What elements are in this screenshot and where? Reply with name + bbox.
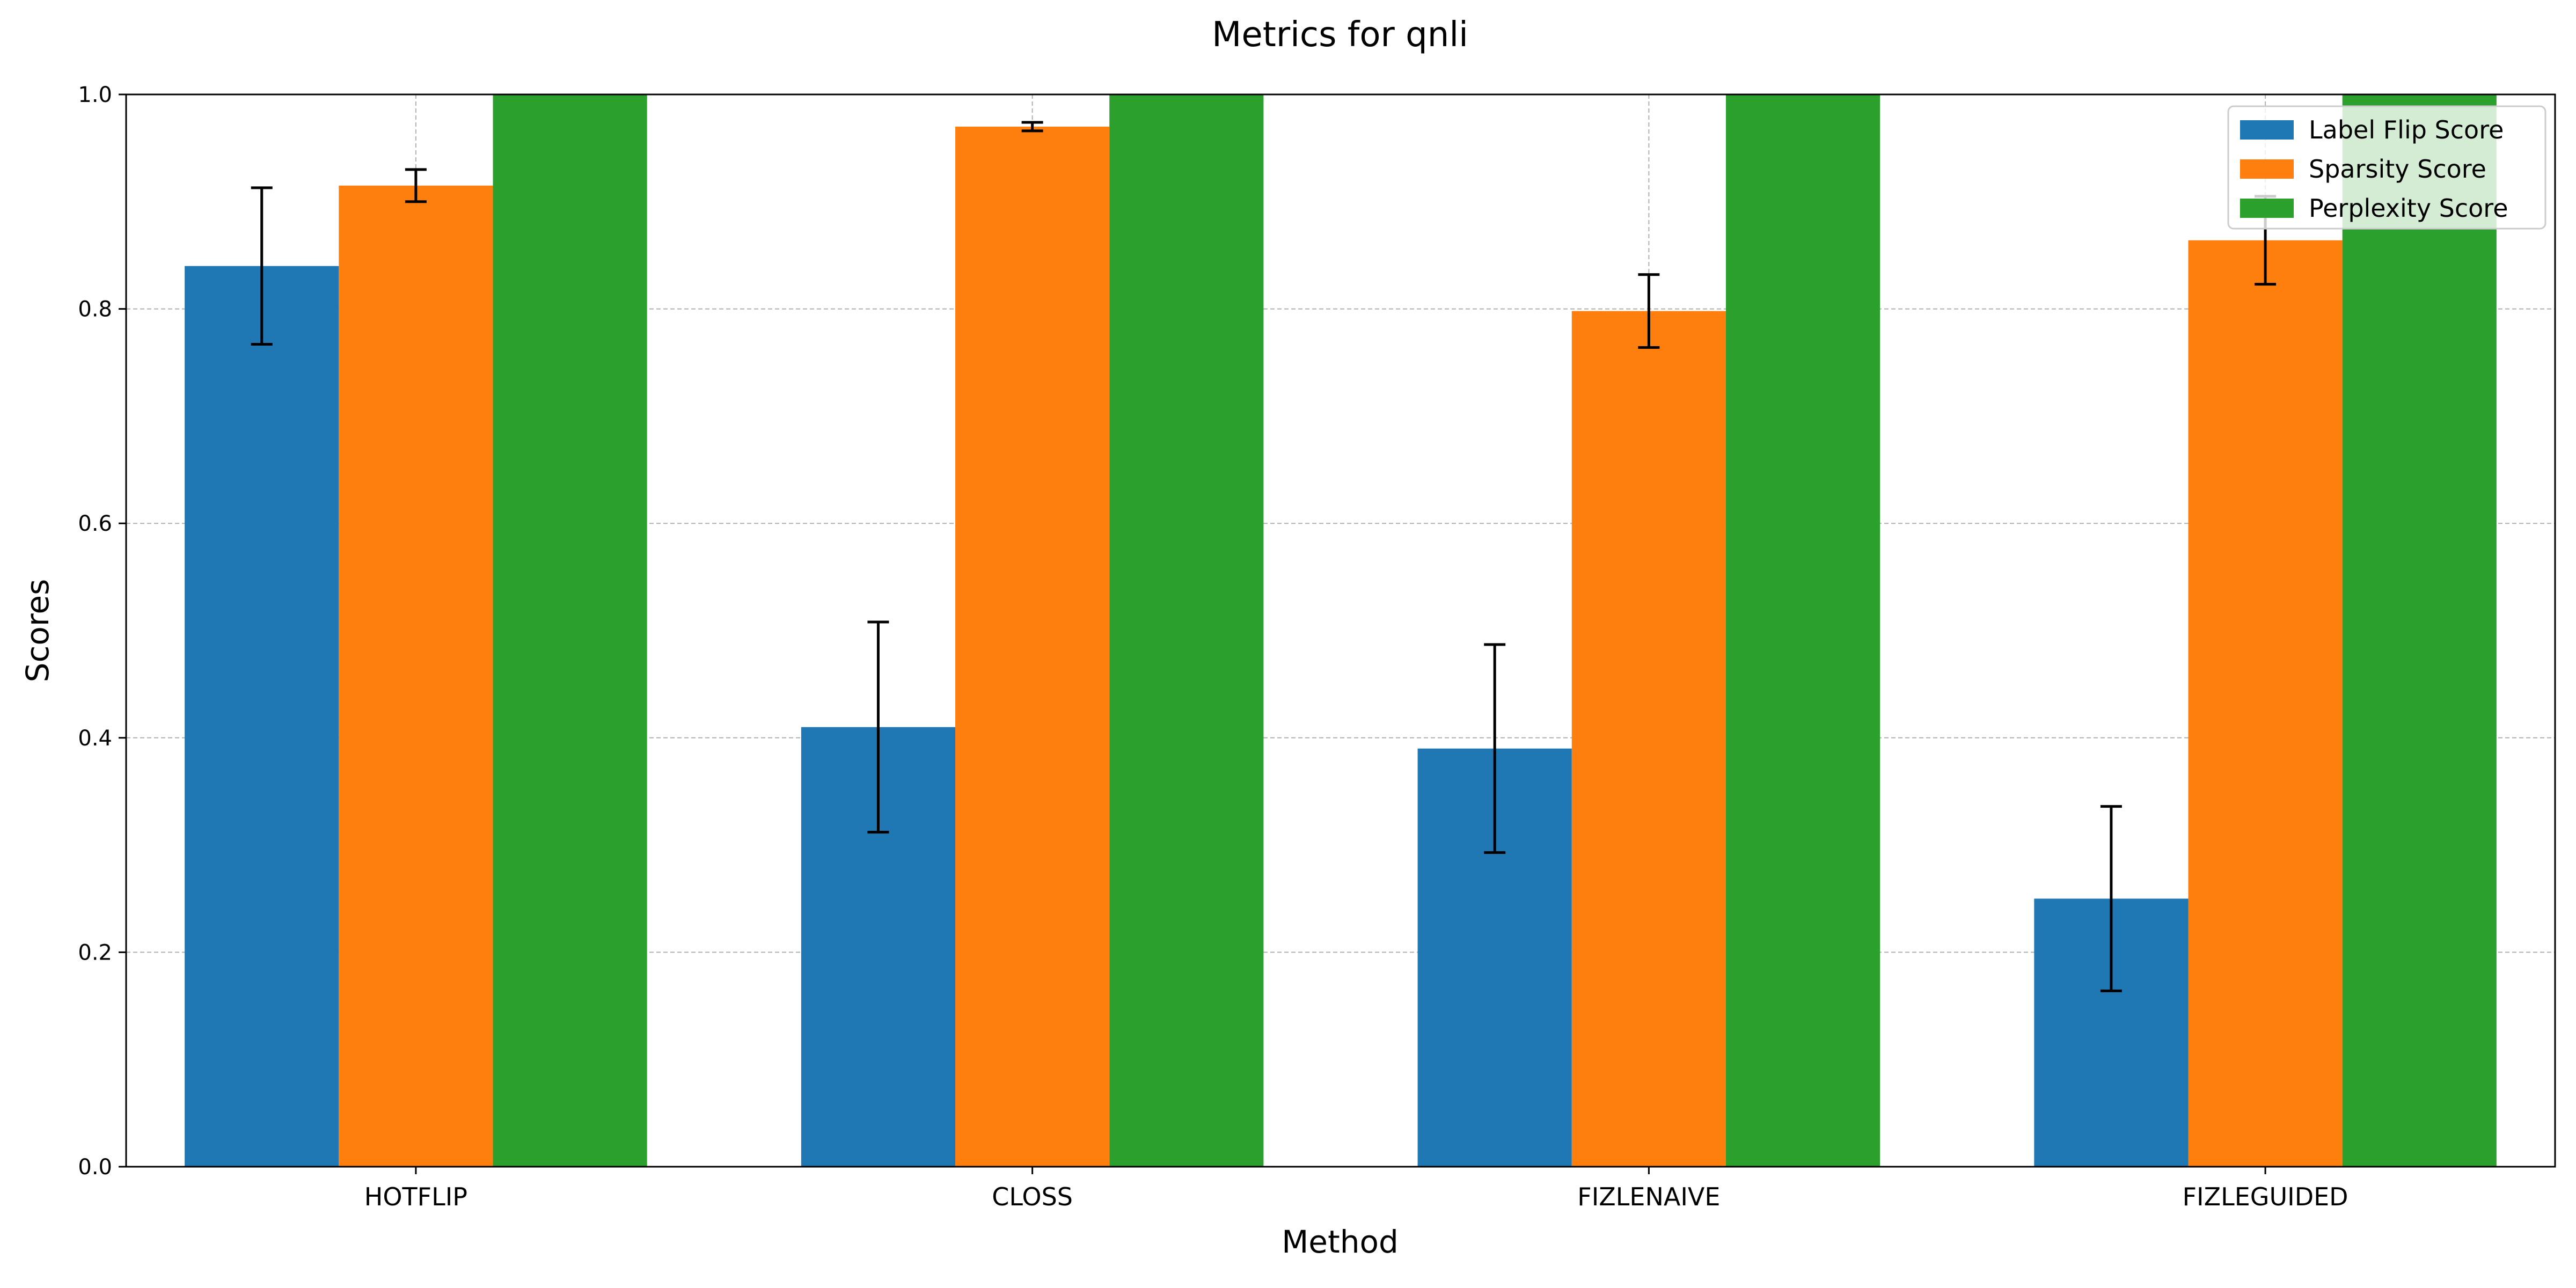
y-axis: 0.0 0.2 0.4 0.6 0.8 1.0 — [78, 83, 126, 1180]
legend-label: Label Flip Score — [2309, 115, 2504, 144]
bar — [339, 185, 493, 1167]
legend-label: Sparsity Score — [2309, 155, 2486, 184]
x-tick-label: CLOSS — [992, 1182, 1073, 1211]
bar — [1725, 94, 1880, 1167]
x-tick-label: FIZLENAIVE — [1577, 1182, 1720, 1211]
bar — [1571, 311, 1726, 1167]
y-tick-label: 0.4 — [78, 726, 112, 751]
bar — [1109, 94, 1264, 1167]
bar — [2188, 240, 2343, 1167]
x-tick-label: FIZLEGUIDED — [2183, 1182, 2348, 1211]
y-axis-label: Scores — [19, 579, 56, 683]
x-axis: HOTFLIP CLOSS FIZLENAIVE FIZLEGUIDED — [364, 1167, 2348, 1211]
y-tick-label: 1.0 — [78, 83, 112, 107]
y-tick-label: 0.2 — [78, 940, 112, 965]
y-tick-label: 0.8 — [78, 297, 112, 322]
y-tick-label: 0.6 — [78, 511, 112, 536]
legend: Label Flip Score Sparsity Score Perplexity… — [2227, 105, 2546, 230]
legend-swatch — [2240, 159, 2294, 179]
x-tick-label: HOTFLIP — [364, 1182, 467, 1211]
legend-label: Perplexity Score — [2309, 194, 2508, 223]
bar — [955, 126, 1110, 1167]
y-tick-label: 0.0 — [78, 1155, 112, 1180]
bars — [185, 94, 2497, 1167]
chart-title: Metrics for qnli — [1212, 15, 1468, 55]
legend-swatch — [2240, 199, 2294, 218]
plot-frame — [125, 93, 2556, 1168]
bar — [493, 94, 647, 1167]
bar — [2342, 94, 2497, 1167]
legend-swatch — [2240, 120, 2294, 140]
x-axis-label: Method — [1282, 1224, 1399, 1260]
legend-box — [2227, 105, 2546, 230]
bar — [185, 266, 339, 1167]
